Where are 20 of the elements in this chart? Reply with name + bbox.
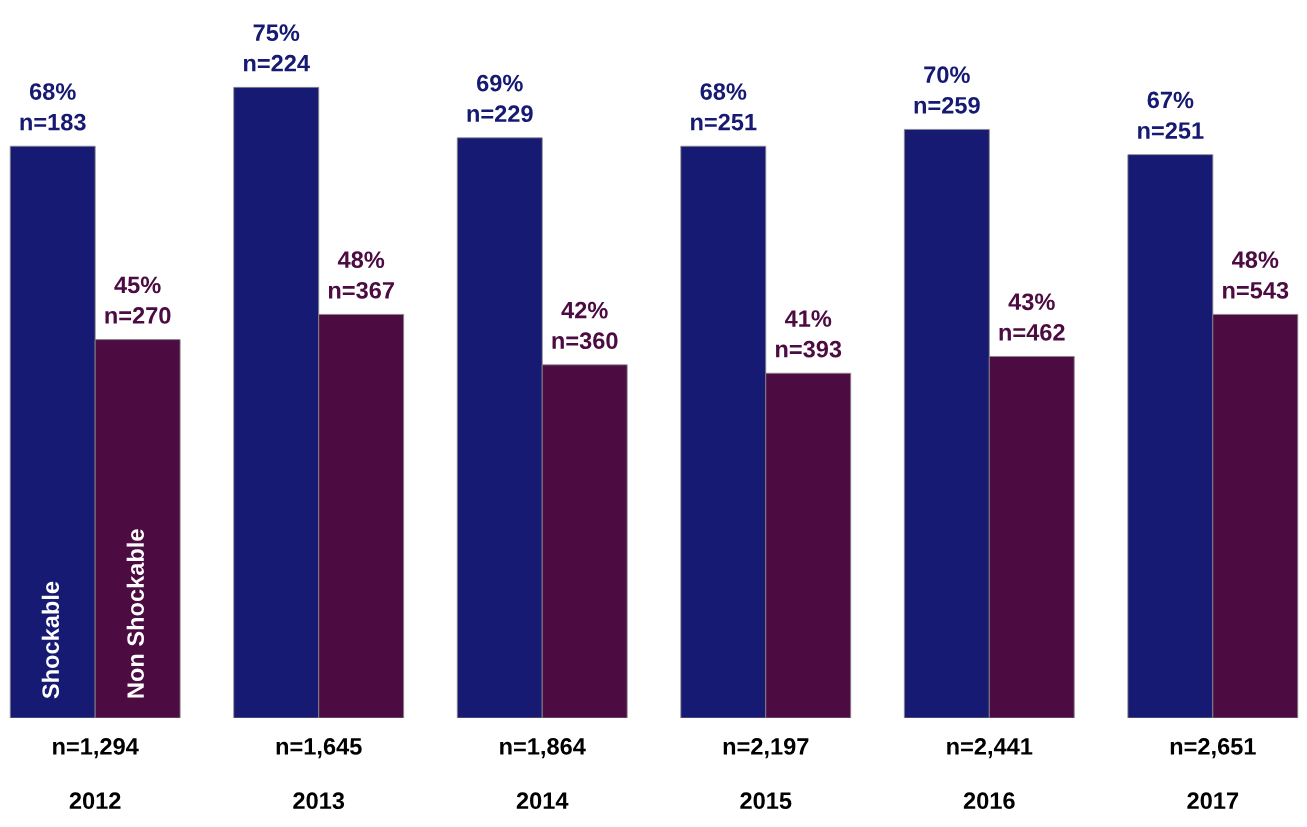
category-label: n=1,864 2014: [500, 738, 586, 810]
data-label: 70% n=259: [914, 66, 980, 114]
data-label: 48% n=543: [1223, 251, 1289, 299]
data-label: 45% n=270: [105, 276, 171, 324]
data-label: 43% n=462: [999, 293, 1065, 341]
category-label: n=2,197 2015: [723, 738, 809, 810]
data-label: 69% n=229: [467, 74, 533, 123]
category-label: n=2,651 2017: [1170, 738, 1256, 810]
data-label: 42% n=360: [552, 301, 618, 350]
data-label: 48% n=367: [328, 251, 394, 299]
category-label: n=1,294 2012: [53, 738, 139, 810]
data-label: 75% n=224: [243, 24, 310, 72]
category-label: n=2,441 2016: [947, 738, 1033, 810]
data-label: 68% n=251: [691, 83, 757, 131]
series-label: Shockable: [41, 581, 60, 699]
series-label: Non Shockable: [126, 529, 144, 698]
data-label: 68% n=183: [20, 83, 86, 131]
data-label: 67% n=251: [1138, 91, 1204, 139]
category-label: n=1,645 2013: [276, 738, 362, 810]
data-label: 41% n=393: [775, 310, 842, 358]
